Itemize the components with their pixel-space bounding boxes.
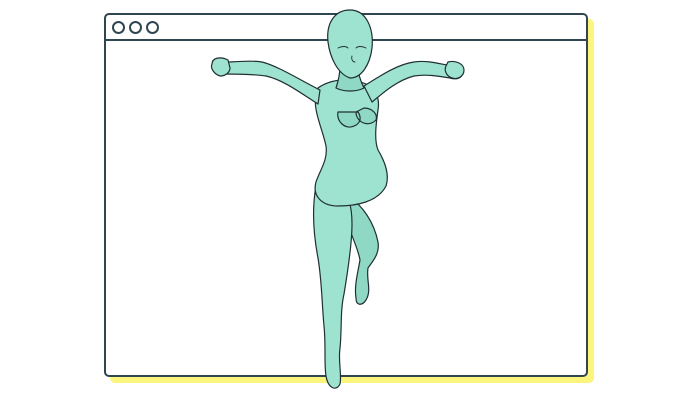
browser-window [104,13,588,377]
window-dot-icon[interactable] [129,20,142,34]
window-titlebar [106,15,586,41]
window-body [106,41,586,375]
window-dot-icon[interactable] [146,20,159,34]
window-dot-icon[interactable] [112,20,125,34]
